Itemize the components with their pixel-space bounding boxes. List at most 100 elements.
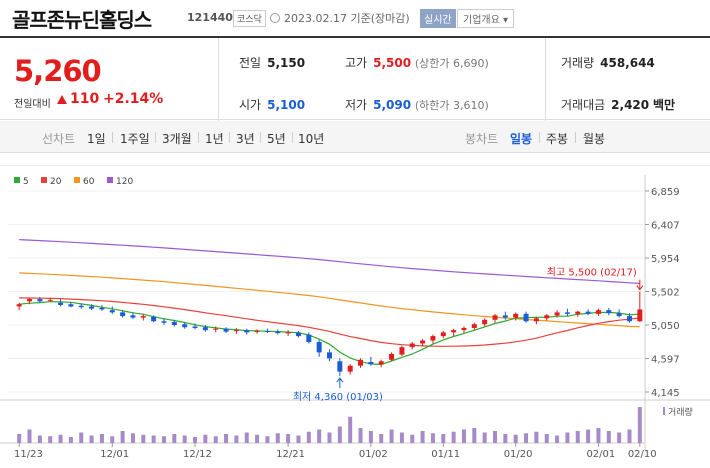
period-5y[interactable]: 5년	[267, 132, 286, 146]
candle-body	[471, 324, 477, 328]
market-badge: 코스닥	[233, 10, 266, 27]
chart-period-bar: 선차트 1일 1주일 3개월 1년 3년 5년 10년 봉차트 일봉 주봉 월봉	[0, 121, 710, 153]
low-price-label: 저가	[345, 98, 368, 112]
volume-bar	[524, 433, 529, 443]
candle-body	[306, 334, 312, 343]
volume-bar	[317, 429, 322, 443]
divider	[155, 132, 156, 143]
candle-body	[513, 313, 519, 318]
volume-bar	[451, 431, 456, 443]
candle-body	[502, 315, 508, 318]
divider	[229, 132, 230, 143]
x-tick-label: 02/10	[628, 449, 657, 460]
volume-bar	[306, 431, 311, 443]
candle-body	[585, 311, 591, 314]
volume-bar	[193, 437, 198, 443]
candle-monthly[interactable]: 월봉	[583, 132, 606, 146]
volume-bar	[265, 436, 270, 443]
volume-bar	[89, 435, 94, 443]
low-price: 저가 5,090 (하한가 3,610)	[345, 96, 489, 113]
volume-bar	[213, 436, 218, 443]
volume-bar	[534, 431, 539, 443]
candle-body	[192, 326, 198, 328]
period-3m[interactable]: 3개월	[162, 132, 192, 146]
candle-body	[140, 316, 146, 318]
change-label: 전일대비	[14, 99, 51, 110]
candle-body	[89, 306, 95, 309]
volume-bar	[565, 432, 570, 443]
candle-body	[399, 347, 405, 355]
candle-body	[58, 302, 64, 305]
clock-icon	[270, 13, 280, 23]
volume-bar	[68, 437, 73, 443]
candle-body	[637, 309, 643, 322]
open-price-value: 5,100	[267, 98, 306, 112]
line-chart-label: 선차트	[42, 132, 76, 146]
realtime-button[interactable]: 실시간	[420, 9, 456, 28]
candle-body	[233, 330, 239, 332]
period-10y[interactable]: 10년	[298, 132, 325, 146]
period-3y[interactable]: 3년	[236, 132, 255, 146]
candle-body	[213, 328, 219, 330]
period-1w[interactable]: 1주일	[120, 132, 150, 146]
candle-weekly[interactable]: 주봉	[546, 132, 569, 146]
volume-bar	[182, 435, 187, 443]
candle-body	[244, 330, 250, 333]
volume-bar	[172, 434, 177, 443]
volume-bar	[513, 434, 518, 443]
candle-body	[254, 330, 260, 332]
candle-body	[327, 352, 332, 359]
volume-bar	[17, 434, 22, 443]
volume-bar	[286, 434, 291, 443]
candle-body	[99, 307, 105, 310]
volume-bar	[472, 428, 477, 443]
price-change-percent: +2.14%	[103, 91, 164, 107]
corp-overview-dropdown[interactable]: 기업개요 ▾	[457, 9, 514, 28]
ma-line-20	[19, 297, 640, 347]
candle-body	[182, 324, 188, 328]
quote-col-1: 전일 5,150 시가 5,100	[218, 38, 388, 122]
candle-daily[interactable]: 일봉	[510, 132, 533, 146]
x-tick-label: 12/01	[100, 449, 129, 460]
volume-bar	[420, 431, 425, 443]
candle-body	[27, 299, 33, 302]
divider	[292, 132, 293, 143]
candle-body	[389, 353, 395, 360]
x-tick-label: 11/23	[14, 449, 43, 460]
volume: 거래량 458,644	[561, 54, 655, 71]
candle-body	[337, 361, 343, 372]
candle-body	[202, 327, 208, 331]
volume-bar	[389, 429, 394, 443]
y-tick-label: 6,407	[651, 220, 680, 231]
stock-name: 골프존뉴딘홀딩스	[12, 8, 152, 32]
candle-body	[347, 365, 353, 372]
candle-body	[151, 316, 157, 322]
low-annotation: 최저 4,360 (01/03)	[293, 391, 383, 403]
period-1y[interactable]: 1년	[205, 132, 224, 146]
y-tick-label: 5,502	[651, 288, 680, 299]
candle-body	[420, 340, 426, 344]
legend-swatch-120	[107, 177, 113, 183]
prev-close: 전일 5,150	[239, 54, 305, 71]
candle-body	[482, 319, 488, 325]
stock-code: 121440	[187, 11, 233, 24]
candle-body	[161, 321, 167, 323]
quote-date: 2023.02.17 기준(장마감)	[270, 10, 410, 26]
volume-bar	[627, 429, 632, 443]
high-price-value: 5,500	[373, 56, 412, 70]
candle-body	[533, 318, 539, 322]
ma-line-120	[19, 239, 640, 284]
open-price-label: 시가	[239, 98, 262, 112]
volume-label: 거래량	[561, 56, 595, 70]
quote-panel: 5,260 전일대비 110 +2.14% 전일 5,150 시가 5,100 고가…	[0, 36, 710, 122]
y-tick-label: 5,050	[651, 321, 680, 332]
volume-bar	[130, 433, 135, 443]
volume-bar	[503, 434, 508, 443]
period-1d[interactable]: 1일	[87, 132, 106, 146]
low-price-value: 5,090	[373, 98, 412, 112]
candle-body	[68, 304, 74, 307]
candle-body	[564, 312, 570, 314]
candle-body	[120, 312, 126, 317]
high-annotation: 최고 5,500 (02/17)	[547, 267, 637, 279]
divider	[112, 132, 113, 143]
